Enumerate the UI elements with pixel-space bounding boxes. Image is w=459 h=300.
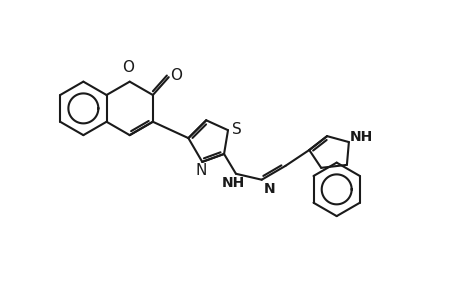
Text: O: O	[122, 60, 134, 75]
Text: O: O	[169, 68, 181, 83]
Text: S: S	[231, 122, 241, 137]
Text: NH: NH	[221, 176, 244, 190]
Text: N: N	[263, 182, 275, 196]
Text: NH: NH	[349, 130, 373, 144]
Text: N: N	[195, 163, 207, 178]
